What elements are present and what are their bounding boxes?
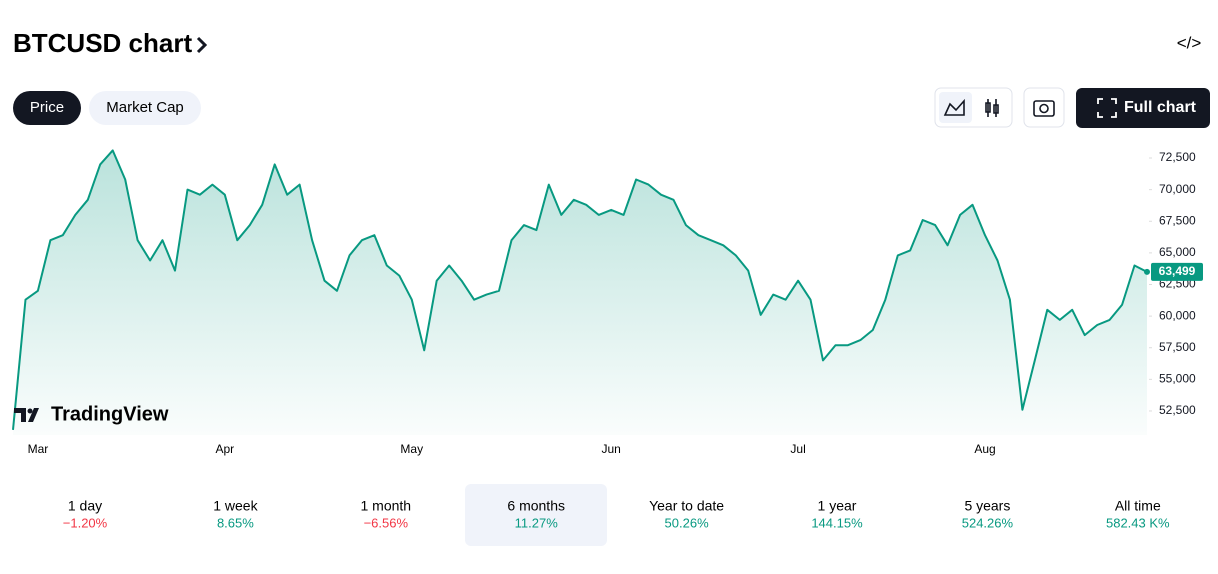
x-tick-label: Mar: [28, 442, 49, 456]
period-label[interactable]: Year to date: [649, 498, 724, 514]
watermark-logo: [14, 408, 39, 422]
period-change: 8.65%: [217, 515, 254, 530]
y-tick-label: 57,500: [1159, 340, 1196, 354]
y-tick-label: 72,500: [1159, 150, 1196, 164]
period-change: −1.20%: [63, 515, 108, 530]
full-chart-button[interactable]: [1076, 88, 1210, 128]
snapshot-button[interactable]: [1023, 87, 1065, 128]
period-label[interactable]: All time: [1115, 498, 1161, 514]
tab-active[interactable]: [13, 91, 81, 125]
period-label[interactable]: 6 months: [507, 498, 565, 514]
price-tag: [1151, 262, 1203, 281]
period-change: 582.43 K%: [1106, 515, 1170, 530]
tab[interactable]: Price: [30, 99, 64, 116]
area: [13, 150, 1147, 435]
x-tick-label: May: [400, 442, 423, 456]
period-label[interactable]: 1 day: [68, 498, 102, 514]
watermark: TradingView: [51, 403, 169, 425]
tab[interactable]: Market Cap: [106, 99, 184, 116]
y-tick-label: 55,000: [1159, 372, 1196, 386]
x-tick-label: Jun: [601, 442, 620, 456]
area-button[interactable]: [939, 92, 972, 123]
period-change: 11.27%: [515, 515, 559, 530]
tab-bg[interactable]: [89, 91, 201, 125]
button-label[interactable]: Full chart: [1124, 99, 1197, 116]
x-tick-label: Jul: [790, 442, 805, 456]
title-chevron[interactable]: [196, 36, 208, 54]
price-tag-label: 63,499: [1159, 264, 1196, 278]
period-change: 50.26%: [665, 515, 710, 530]
x-tick-label: Aug: [974, 442, 995, 456]
embed-icon[interactable]: </>: [1177, 33, 1202, 52]
camera-icon: [1033, 100, 1055, 117]
price-line: [12, 149, 1148, 430]
fullscreen-icon: [1097, 98, 1117, 118]
period-change: 524.26%: [962, 515, 1014, 530]
last-point: [1144, 268, 1150, 275]
y-tick-label: 52,500: [1159, 403, 1196, 417]
period-label[interactable]: 1 week: [213, 498, 258, 514]
period-label[interactable]: 5 years: [964, 498, 1010, 514]
period-label[interactable]: 1 year: [818, 498, 857, 514]
y-tick-label: 65,000: [1159, 245, 1196, 259]
camera-lens: [1039, 103, 1049, 114]
plot: 52,50055,00057,50060,00062,50065,00067,5…: [12, 149, 1203, 456]
period-active[interactable]: [465, 484, 607, 546]
y-tick-label: 70,000: [1159, 182, 1196, 196]
y-tick-label: 60,000: [1159, 308, 1196, 322]
period-change: −6.56%: [364, 515, 409, 530]
y-tick-label: 67,500: [1159, 213, 1196, 227]
candle-icon[interactable]: [985, 99, 999, 117]
period-change: 144.15%: [811, 515, 863, 530]
period-label[interactable]: 1 month: [361, 498, 412, 514]
area-icon: [943, 98, 965, 116]
title[interactable]: BTCUSD chart: [13, 28, 192, 58]
x-tick-label: Apr: [216, 442, 235, 456]
